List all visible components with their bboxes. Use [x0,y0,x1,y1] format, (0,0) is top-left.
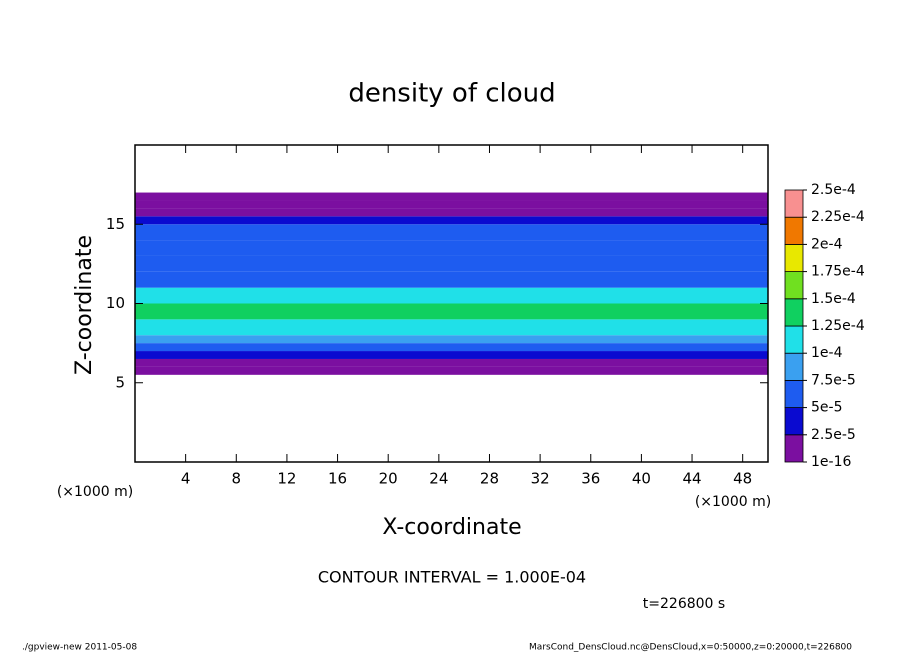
colorbar-label: 5e-5 [811,400,842,416]
colorbar-label: 2e-4 [811,236,843,252]
heat-cell [135,255,768,272]
y-axis-label: Z-coordinate [72,235,97,375]
colorbar-box [784,243,804,272]
x-tick-label: 4 [181,470,191,488]
x-unit-left: (×1000 m) [57,484,133,500]
heat-cell [135,366,768,375]
x-tick-label: 28 [480,470,499,488]
x-axis-label: X-coordinate [382,515,521,540]
heat-cell [135,192,768,201]
x-tick-label: 16 [328,470,347,488]
footer-left: ./gpview-new 2011-05-08 [22,643,137,653]
colorbar-label: 1.5e-4 [811,291,856,307]
colorbar-label: 1.75e-4 [811,264,865,280]
x-tick-label: 20 [379,470,398,488]
heat-cell [135,271,768,288]
heat-cell [135,303,768,320]
colorbar-box [784,298,804,327]
x-tick-label: 12 [277,470,296,488]
heat-cell [135,200,768,209]
heat-cell [135,240,768,256]
heat-cell [135,208,768,217]
colorbar-box [784,325,804,354]
x-tick-label: 8 [232,470,242,488]
x-tick-label: 32 [531,470,550,488]
heat-cell [135,358,768,367]
colorbar-label: 2.5e-5 [811,427,856,443]
heat-cell [135,287,768,304]
x-tick-label: 48 [733,470,752,488]
x-tick-label: 44 [682,470,701,488]
contour-note: CONTOUR INTERVAL = 1.000E-04 [318,568,586,587]
colorbar-box [784,379,804,408]
time-note: t=226800 s [643,596,725,612]
y-tick-label: 15 [106,215,125,233]
x-tick-label: 36 [581,470,600,488]
colorbar-box [784,352,804,381]
y-tick-label: 10 [106,294,125,312]
colorbar-box [784,189,804,218]
colorbar-box [784,216,804,245]
chart-title: density of cloud [348,79,555,109]
colorbar-box [784,434,804,463]
x-tick-label: 24 [429,470,448,488]
colorbar-label: 2.5e-4 [811,182,856,198]
heat-cell [135,335,768,344]
x-tick-label: 40 [632,470,651,488]
heat-cell [135,319,768,336]
colorbar-label: 1.25e-4 [811,318,865,334]
y-tick-label: 5 [115,373,125,391]
heat-cell [135,351,768,359]
heat-cell [135,343,768,352]
heat-cell [135,224,768,241]
colorbar-label: 1e-16 [811,454,851,470]
colorbar-label: 1e-4 [811,345,843,361]
colorbar-box [784,271,804,300]
footer-right: MarsCond_DensCloud.nc@DensCloud,x=0:5000… [529,643,852,653]
colorbar-box [784,407,804,436]
x-unit-right: (×1000 m) [695,494,771,510]
heat-cell [135,216,768,225]
colorbar-label: 2.25e-4 [811,209,865,225]
colorbar-label: 7.5e-5 [811,372,856,388]
